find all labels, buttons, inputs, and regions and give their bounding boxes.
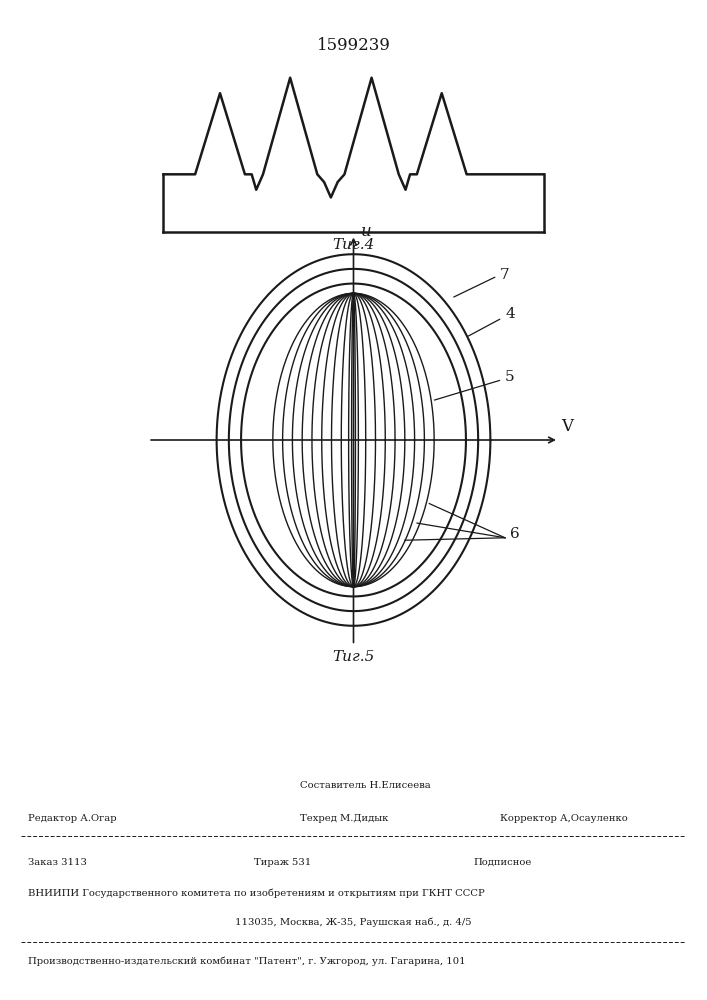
- Text: Подписное: Подписное: [473, 858, 532, 867]
- Text: Производственно-издательский комбинат "Патент", г. Ужгород, ул. Гагарина, 101: Производственно-издательский комбинат "П…: [28, 957, 465, 966]
- Text: 1599239: 1599239: [317, 37, 390, 54]
- Text: Тираж 531: Тираж 531: [254, 858, 311, 867]
- Text: 5: 5: [434, 370, 515, 400]
- Text: 4: 4: [469, 307, 515, 336]
- Text: 7: 7: [454, 268, 510, 297]
- Text: ВНИИПИ Государственного комитета по изобретениям и открытиям при ГКНТ СССР: ВНИИПИ Государственного комитета по изоб…: [28, 889, 484, 898]
- Text: 113035, Москва, Ж-35, Раушская наб., д. 4/5: 113035, Москва, Ж-35, Раушская наб., д. …: [235, 917, 472, 927]
- Text: 6: 6: [510, 527, 520, 541]
- Text: V: V: [561, 418, 573, 435]
- Text: Заказ 3113: Заказ 3113: [28, 858, 87, 867]
- Text: Τиг.4: Τиг.4: [332, 238, 375, 252]
- Text: Техред М.Дидык: Техред М.Дидык: [300, 814, 389, 823]
- Text: Корректор А,Осауленко: Корректор А,Осауленко: [500, 814, 627, 823]
- Text: Τиг.5: Τиг.5: [332, 650, 375, 664]
- Text: Составитель Н.Елисеева: Составитель Н.Елисеева: [300, 781, 431, 790]
- Text: Редактор А.Огар: Редактор А.Огар: [28, 814, 117, 823]
- Text: u: u: [361, 223, 372, 240]
